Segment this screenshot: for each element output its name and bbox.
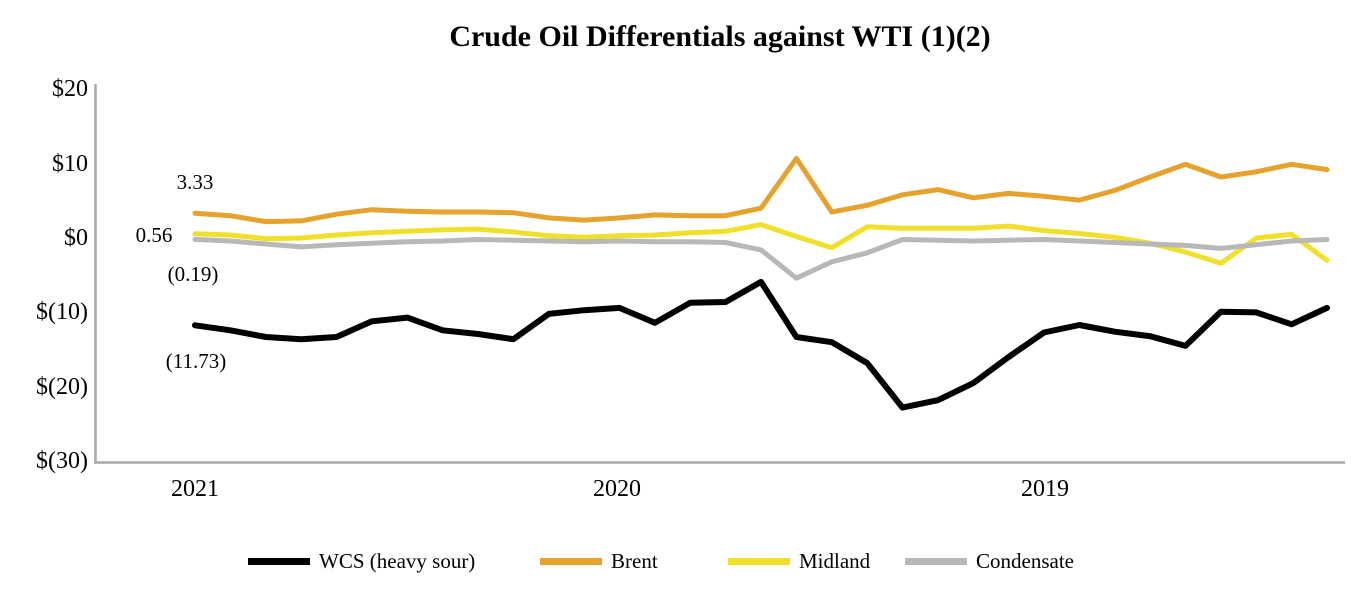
midland-legend-label: Midland	[799, 549, 871, 573]
y-tick-20: $20	[52, 76, 88, 102]
series-lines	[192, 155, 1330, 411]
y-tick-neg30: $(30)	[36, 448, 88, 474]
x-tick-2020: 2020	[593, 476, 641, 502]
annotation-midland-first-value: 0.56	[135, 223, 173, 247]
annotation-condensate-first-value: (0.19)	[167, 262, 219, 286]
annotation-wcs-first-value: (11.73)	[165, 349, 227, 373]
brent-legend-swatch	[540, 557, 602, 565]
legend-item-midland: Midland	[728, 548, 870, 574]
wcs-legend-swatch	[248, 557, 310, 565]
y-tick-neg20: $(20)	[36, 374, 88, 400]
x-tick-2019: 2019	[1021, 476, 1069, 502]
condensate-legend-swatch	[905, 557, 967, 565]
brent-legend-label: Brent	[611, 549, 658, 573]
chart-title: Crude Oil Differentials against WTI (1)(…	[449, 20, 991, 53]
line-condensate	[192, 236, 1330, 281]
condensate-legend-label: Condensate	[976, 549, 1074, 573]
legend-item-brent: Brent	[540, 548, 658, 574]
x-tick-2021: 2021	[171, 476, 219, 502]
annotation-brent-first-value: 3.33	[176, 170, 214, 194]
legend-item-condensate: Condensate	[905, 548, 1074, 574]
legend-item-wcs: WCS (heavy sour)	[248, 548, 475, 574]
line-brent	[192, 155, 1330, 225]
y-tick-0: $0	[64, 225, 88, 251]
line-wcs-heavy-sour	[192, 278, 1330, 411]
y-tick-10: $10	[52, 151, 88, 177]
midland-legend-swatch	[728, 557, 790, 565]
y-tick-neg10: $(10)	[36, 299, 88, 325]
wcs-legend-label: WCS (heavy sour)	[319, 549, 476, 573]
